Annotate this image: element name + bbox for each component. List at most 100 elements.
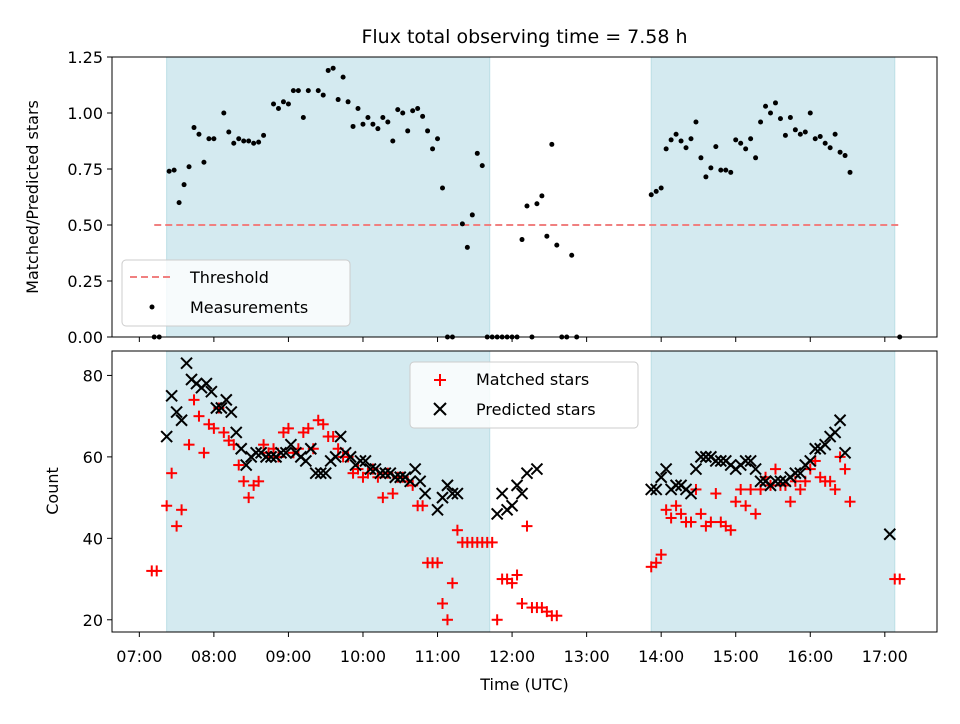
- measurement-point: [792, 127, 798, 133]
- measurement-point: [807, 110, 813, 116]
- matched-star-point: [794, 483, 806, 495]
- matched-star-point: [740, 500, 752, 512]
- measurement-point: [723, 167, 729, 173]
- predicted-star-point: [739, 454, 752, 468]
- matched-star-point: [650, 557, 662, 569]
- measurement-point: [539, 193, 545, 199]
- bottom-axes-frame: [111, 350, 938, 633]
- measurement-point: [748, 136, 754, 142]
- predicted-legend-label: Predicted stars: [476, 400, 596, 419]
- predicted-star-point: [490, 507, 504, 521]
- top-shaded-intervals: [166, 56, 896, 338]
- matched-star-point: [218, 426, 230, 438]
- measurement-point: [534, 201, 540, 207]
- y-tick-label: 1.25: [67, 48, 103, 67]
- matched-legend-label: Matched stars: [476, 370, 589, 389]
- matched-star-point: [317, 418, 329, 430]
- predicted-star-point: [789, 466, 802, 480]
- predicted-star-point: [249, 446, 263, 460]
- measurement-point: [290, 88, 296, 94]
- predicted-star-point: [175, 414, 188, 427]
- measurement-point: [375, 126, 381, 132]
- predicted-star-point: [160, 430, 173, 443]
- matched-star-point: [193, 410, 205, 422]
- predicted-star-point: [515, 487, 529, 500]
- measurement-point: [176, 200, 182, 206]
- bottom-y-ticks: 20 40 60 80: [83, 366, 112, 630]
- measurement-point: [554, 242, 560, 248]
- predicted-stars-points: [160, 357, 896, 541]
- y-tick-label: 40: [83, 529, 103, 548]
- matched-star-point: [327, 431, 339, 443]
- measurement-point: [524, 203, 530, 209]
- measurement-point: [166, 168, 172, 174]
- measurement-point: [380, 114, 386, 120]
- measurement-point: [355, 106, 361, 112]
- predicted-star-point: [794, 466, 807, 480]
- measurements-legend-label: Measurements: [190, 298, 308, 317]
- measurement-point: [236, 136, 242, 142]
- predicted-star-point: [354, 454, 367, 468]
- y-tick-label: 80: [83, 366, 103, 385]
- bottom-legend-box: [409, 361, 639, 429]
- matched-star-point: [417, 500, 429, 512]
- predicted-star-point: [165, 389, 178, 403]
- matched-star-point: [352, 463, 364, 475]
- measurement-point: [191, 125, 197, 131]
- matched-legend-swatch: [434, 374, 446, 386]
- predicted-star-point: [180, 357, 193, 370]
- predicted-star-point: [714, 454, 728, 468]
- measurement-point: [743, 146, 749, 152]
- measurement-point: [693, 119, 699, 125]
- measurement-point: [395, 107, 401, 113]
- predicted-star-point: [510, 479, 524, 492]
- predicted-star-point: [314, 466, 327, 480]
- measurement-point: [226, 129, 232, 135]
- measurement-point: [305, 88, 311, 94]
- predicted-star-point: [520, 466, 534, 480]
- matched-star-point: [660, 504, 672, 516]
- measurement-point: [345, 99, 351, 105]
- measurement-point: [280, 99, 286, 105]
- matched-star-point: [675, 508, 687, 520]
- predicted-star-point: [649, 483, 663, 496]
- measurement-point: [758, 119, 764, 125]
- predicted-star-point: [754, 475, 767, 488]
- predicted-star-point: [279, 446, 293, 460]
- x-tick-label: 16:00: [787, 647, 833, 666]
- measurement-point: [703, 174, 709, 180]
- matched-star-point: [441, 614, 453, 626]
- predicted-star-point: [749, 462, 762, 476]
- predicted-star-point: [215, 401, 228, 415]
- predicted-star-point: [709, 454, 723, 468]
- predicted-star-point: [389, 471, 402, 484]
- measurement-point: [802, 129, 808, 135]
- x-tick-label: 09:00: [265, 647, 311, 666]
- predicted-star-point: [818, 438, 832, 451]
- measurement-point: [837, 149, 843, 155]
- measurement-point: [261, 132, 267, 138]
- matched-star-point: [486, 536, 498, 548]
- measurement-point: [439, 185, 445, 191]
- matched-star-point: [894, 573, 906, 585]
- measurement-point: [678, 138, 684, 144]
- measurement-point: [400, 110, 406, 116]
- measurement-point: [251, 140, 257, 146]
- predicted-star-point: [699, 450, 713, 464]
- measurement-point: [186, 164, 192, 170]
- measurement-point: [201, 159, 207, 165]
- y-tick-label: 0.75: [67, 160, 103, 179]
- predicted-star-point: [239, 458, 253, 472]
- measurement-point: [196, 131, 202, 137]
- measurement-point: [295, 88, 301, 94]
- measurements-legend-swatch: [149, 304, 155, 310]
- matched-star-point: [282, 422, 294, 434]
- matched-star-point: [151, 565, 163, 577]
- top-axes-frame: [111, 56, 938, 338]
- matched-star-point: [844, 496, 856, 508]
- matched-star-point: [745, 483, 757, 495]
- predicted-star-point: [833, 414, 847, 427]
- predicted-star-point: [689, 462, 703, 476]
- measurement-point: [464, 244, 470, 250]
